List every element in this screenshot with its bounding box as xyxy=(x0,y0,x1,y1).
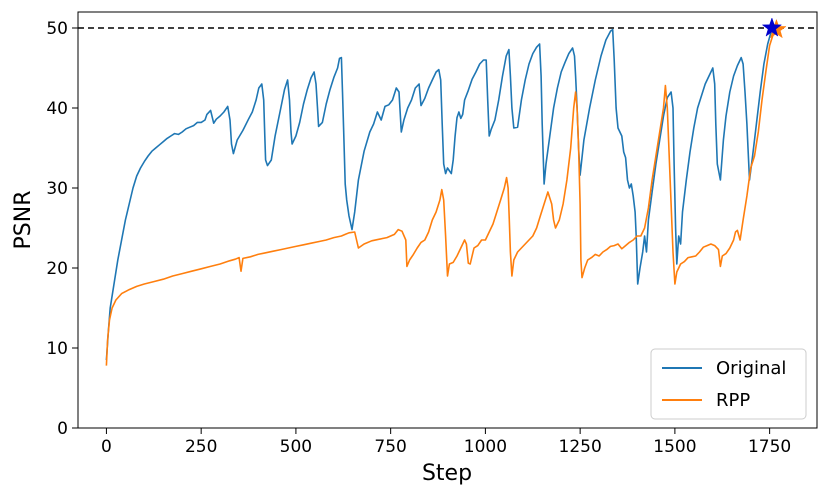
x-tick-label: 250 xyxy=(185,437,217,457)
legend-box xyxy=(650,348,807,420)
series-line-rpp xyxy=(105,29,778,366)
x-tick-label: 1250 xyxy=(559,437,602,457)
y-tick-label: 10 xyxy=(46,339,68,359)
marker-layer xyxy=(761,17,787,39)
y-tick-label: 20 xyxy=(46,259,68,279)
legend-label-original: Original xyxy=(716,358,786,379)
x-tick-label: 750 xyxy=(374,437,406,457)
x-axis-label: Step xyxy=(422,461,472,486)
legend: Original RPP xyxy=(650,348,807,420)
x-tick-label: 1750 xyxy=(748,437,791,457)
series-line-original xyxy=(105,27,775,361)
series-layer xyxy=(105,27,778,366)
x-tick-label: 0 xyxy=(101,437,112,457)
x-tick-label: 1000 xyxy=(464,437,507,457)
star-marker-original xyxy=(761,17,783,37)
legend-label-rpp: RPP xyxy=(716,390,750,411)
x-axis-ticks: 0 250 500 750 1000 1250 1500 1750 xyxy=(101,428,791,457)
y-tick-label: 0 xyxy=(57,419,68,439)
y-axis-label: PSNR xyxy=(11,191,36,250)
y-tick-label: 50 xyxy=(46,19,68,39)
y-tick-label: 40 xyxy=(46,99,68,119)
x-tick-label: 1500 xyxy=(653,437,696,457)
y-tick-label: 30 xyxy=(46,179,68,199)
x-tick-label: 500 xyxy=(280,437,312,457)
plot-frame xyxy=(77,11,818,429)
y-axis-ticks: 0 10 20 30 40 50 xyxy=(46,19,78,439)
